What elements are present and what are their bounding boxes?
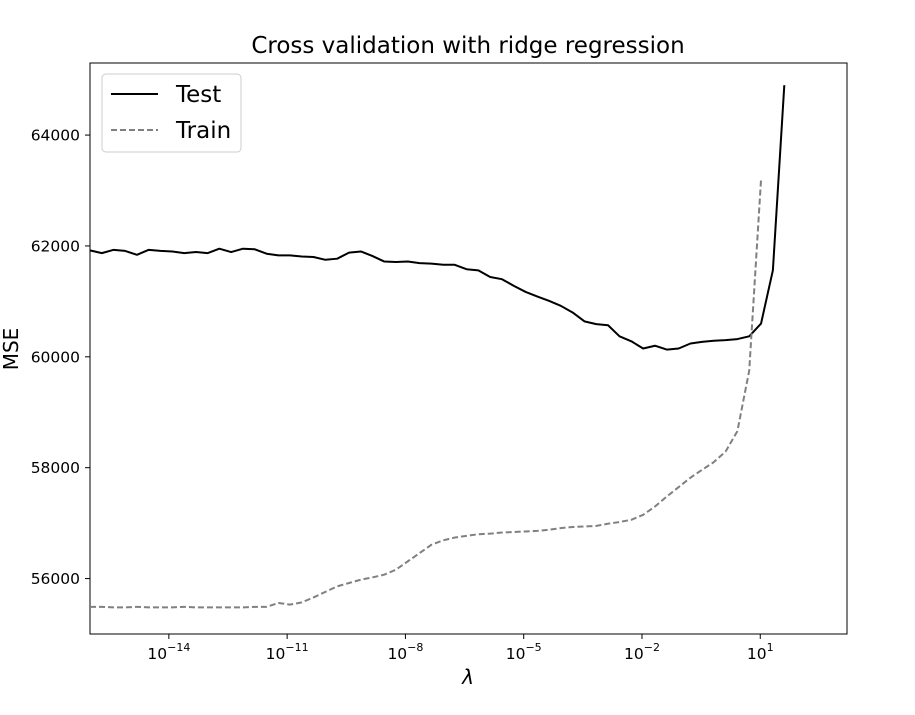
x-tick-label: 10−2 — [624, 641, 660, 663]
legend: Test Train — [101, 73, 242, 153]
chart-title: Cross validation with ridge regression — [251, 33, 684, 59]
y-tick-label: 58000 — [31, 459, 80, 477]
y-tick-label: 62000 — [31, 237, 80, 255]
x-tick-label: 10−5 — [506, 641, 542, 663]
y-tick-label: 64000 — [31, 127, 80, 145]
plot-area — [89, 62, 848, 635]
x-axis: 10−14 10−11 10−8 10−5 10−2 101 — [147, 634, 774, 663]
y-tick-label: 60000 — [31, 348, 80, 366]
y-tick-label: 56000 — [31, 570, 80, 588]
legend-label-test: Test — [175, 82, 221, 108]
series-layer — [89, 85, 786, 609]
x-tick-label: 10−11 — [266, 641, 309, 663]
y-axis: 56000 58000 60000 62000 64000 — [31, 127, 90, 588]
x-axis-label: λ — [461, 665, 474, 689]
legend-label-train: Train — [175, 118, 231, 144]
series-line-test — [89, 85, 786, 351]
x-tick-label: 10−14 — [147, 641, 190, 663]
series-line-train — [90, 179, 763, 609]
x-tick-label: 10−8 — [387, 641, 423, 663]
y-axis-label: MSE — [0, 328, 23, 371]
plot-frame — [89, 62, 848, 635]
x-tick-label: 101 — [747, 641, 774, 663]
